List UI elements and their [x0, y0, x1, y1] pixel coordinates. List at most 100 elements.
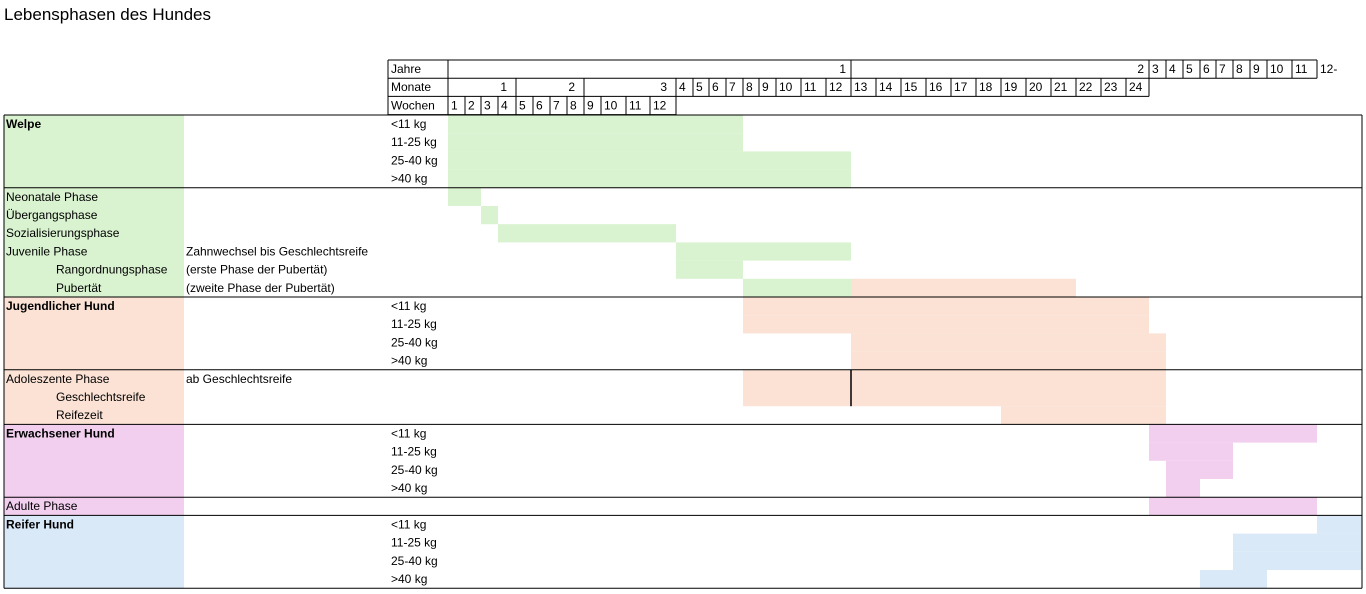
bar-4-2	[1166, 460, 1233, 479]
row-label: Juvenile Phase	[6, 244, 88, 258]
month-tick: 14	[879, 80, 893, 94]
weight-label: <11 kg	[391, 117, 426, 131]
month-tick: 6	[712, 80, 719, 94]
weight-label: <11 kg	[391, 299, 426, 313]
bar-4-0	[1149, 424, 1317, 443]
month-tick: 20	[1029, 80, 1043, 94]
group-color-4	[4, 424, 184, 498]
bar-4-1	[1149, 442, 1233, 461]
weight-label: 11-25 kg	[391, 317, 437, 331]
year-tick: 11	[1295, 62, 1308, 76]
week-tick: 2	[468, 98, 475, 112]
year-tick: 12-	[1320, 62, 1337, 76]
bar-1-1	[481, 206, 498, 225]
weight-label: <11 kg	[391, 426, 426, 440]
weight-label: 11-25 kg	[391, 445, 437, 459]
group-color-5	[4, 497, 184, 516]
month-tick: 19	[1004, 80, 1018, 94]
header-monate-label: Monate	[391, 80, 431, 94]
year-tick: 9	[1253, 62, 1260, 76]
bar-0-0	[448, 115, 743, 134]
weight-label: 11-25 kg	[391, 135, 437, 149]
row-label: Reifer Hund	[6, 517, 74, 531]
row-label: Rangordnungsphase	[56, 263, 168, 277]
year-tick: 3	[1152, 62, 1159, 76]
month-tick: 10	[779, 80, 793, 94]
row-label: Reifezeit	[56, 408, 103, 422]
weight-label: <11 kg	[391, 517, 426, 531]
bar-6-1	[1233, 533, 1362, 552]
group-color-0	[4, 115, 184, 188]
month-tick: 21	[1054, 80, 1068, 94]
bar-5-0	[1149, 497, 1317, 516]
row-note: Zahnwechsel bis Geschlechtsreife	[186, 244, 368, 258]
week-tick: 11	[629, 98, 642, 112]
weight-label: >40 kg	[391, 481, 427, 495]
bar-1-0	[448, 187, 481, 206]
month-tick: 23	[1104, 80, 1118, 94]
row-note: (zweite Phase der Pubertät)	[186, 281, 335, 295]
row-label: Pubertät	[56, 281, 102, 295]
month-tick: 3	[660, 80, 667, 94]
month-tick: 7	[729, 80, 736, 94]
bar-3-1	[743, 388, 1166, 407]
bar-2-2	[851, 333, 1166, 352]
year-tick: 1	[839, 62, 846, 76]
bar-1-4	[676, 260, 743, 279]
week-tick: 5	[519, 98, 526, 112]
bar-0-2	[448, 151, 851, 170]
row-note: ab Geschlechtsreife	[186, 372, 292, 386]
month-tick: 4	[679, 80, 686, 94]
bar-6-2	[1233, 551, 1362, 570]
weight-label: 25-40 kg	[391, 153, 438, 167]
row-label: Adoleszente Phase	[6, 372, 110, 386]
week-tick: 9	[587, 98, 594, 112]
weight-label: 25-40 kg	[391, 335, 438, 349]
bar-0-3	[448, 169, 851, 188]
month-tick: 18	[979, 80, 993, 94]
bar-2-1	[743, 315, 1149, 334]
bar-1-3	[676, 242, 851, 261]
year-tick: 7	[1219, 62, 1226, 76]
group-color-3	[4, 369, 184, 425]
group-color-2	[4, 297, 184, 370]
row-label: Geschlechtsreife	[56, 390, 146, 404]
year-tick: 5	[1186, 62, 1193, 76]
week-tick: 4	[501, 98, 508, 112]
month-tick: 13	[854, 80, 868, 94]
month-tick: 8	[746, 80, 753, 94]
bar-4-3	[1166, 479, 1200, 498]
row-label: Jugendlicher Hund	[6, 299, 115, 313]
week-tick: 7	[553, 98, 560, 112]
bar-0-1	[448, 133, 743, 152]
bar-3-2	[1001, 406, 1166, 425]
week-tick: 6	[536, 98, 543, 112]
week-tick: 8	[570, 98, 577, 112]
year-tick: 6	[1203, 62, 1210, 76]
bar-6-0	[1317, 515, 1362, 534]
row-label: Neonatale Phase	[6, 190, 98, 204]
year-tick: 10	[1270, 62, 1284, 76]
week-tick: 3	[484, 98, 491, 112]
month-tick: 24	[1129, 80, 1143, 94]
bar-2-0	[743, 297, 1149, 316]
month-tick: 9	[762, 80, 769, 94]
row-label: Sozialisierungsphase	[6, 226, 120, 240]
month-tick: 2	[568, 80, 575, 94]
page-title: Lebensphasen des Hundes	[4, 5, 211, 24]
weight-label: >40 kg	[391, 172, 427, 186]
month-tick: 11	[804, 80, 817, 94]
row-note: (erste Phase der Pubertät)	[186, 263, 327, 277]
header-wochen-label: Wochen	[391, 98, 435, 112]
bar-6-3	[1200, 570, 1267, 589]
week-tick: 10	[604, 98, 618, 112]
bar-1-2	[498, 224, 676, 243]
weight-label: >40 kg	[391, 572, 427, 586]
weight-label: >40 kg	[391, 354, 427, 368]
year-tick: 4	[1169, 62, 1176, 76]
weight-label: 25-40 kg	[391, 554, 438, 568]
bar-1-5-next	[851, 278, 1076, 297]
week-tick: 12	[653, 98, 667, 112]
weight-label: 11-25 kg	[391, 536, 437, 550]
